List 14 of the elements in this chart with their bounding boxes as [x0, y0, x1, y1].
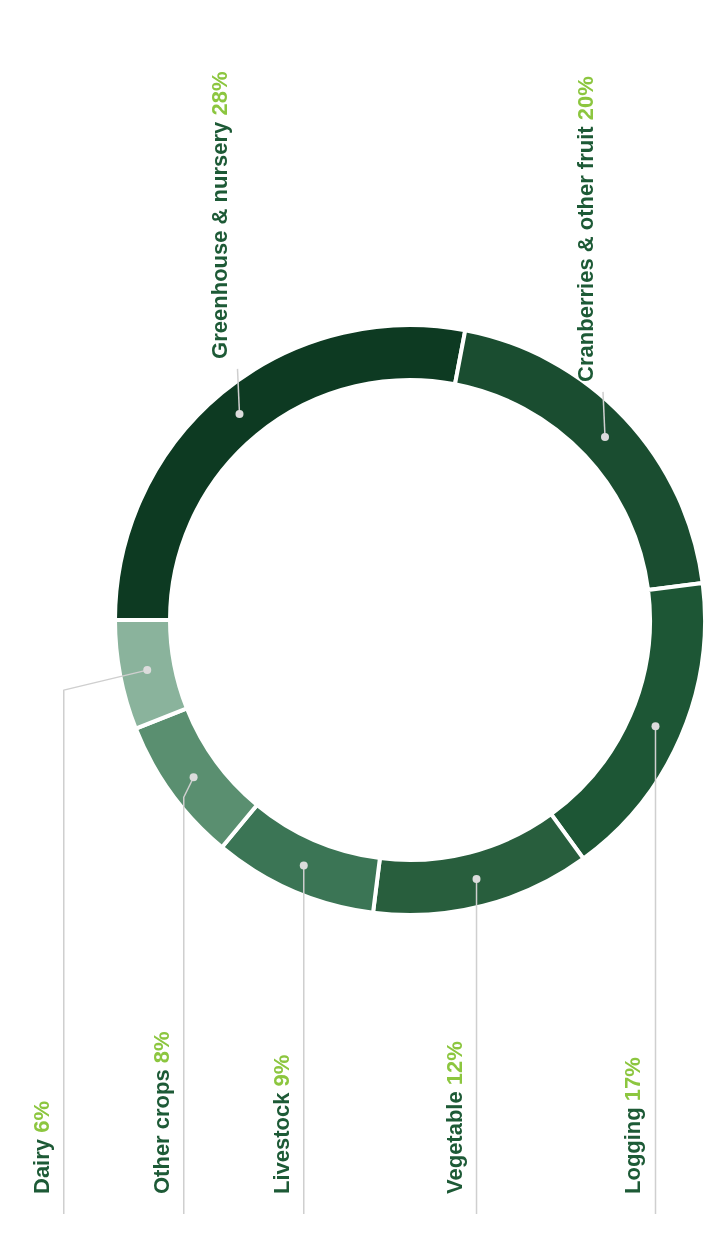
- data-label: 28%: [207, 71, 233, 122]
- slice-label: Cranberries & other fruit: [573, 125, 598, 382]
- data-label: 8%: [148, 1031, 174, 1070]
- data-label: 17%: [620, 1057, 646, 1108]
- slice-label: Other crops: [148, 1069, 174, 1194]
- slice-label: Greenhouse & nursery: [207, 120, 233, 359]
- data-label: 20%: [573, 76, 598, 127]
- slice-label: Livestock: [268, 1091, 294, 1194]
- data-label: 12%: [441, 1041, 467, 1092]
- slice-label: Logging: [620, 1107, 646, 1194]
- data-label: 9%: [268, 1054, 294, 1093]
- slice-label: Dairy: [28, 1138, 54, 1194]
- slice-label: Vegetable: [441, 1091, 467, 1194]
- data-label: 6%: [28, 1101, 54, 1139]
